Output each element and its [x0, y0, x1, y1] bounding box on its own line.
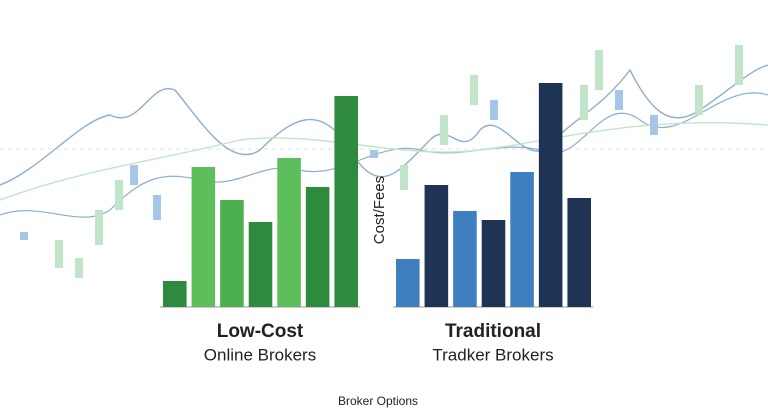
- bar: [191, 167, 216, 307]
- group-label: Low-Cost: [217, 321, 304, 342]
- y-axis-label: Cost/Fees: [371, 176, 388, 244]
- bar: [248, 222, 273, 307]
- bar: [510, 172, 534, 307]
- background-decoration: [0, 45, 768, 278]
- bar: [481, 220, 506, 307]
- bar: [424, 185, 449, 307]
- bar: [334, 96, 358, 307]
- bar: [277, 158, 301, 307]
- bar: [305, 187, 330, 307]
- group-label: Traditional: [445, 321, 541, 342]
- bar: [220, 200, 244, 307]
- group-sublabel: Online Brokers: [204, 345, 316, 364]
- group-sublabel: Tradker Brokers: [432, 345, 553, 364]
- bar: [163, 281, 187, 307]
- bar: [538, 83, 563, 307]
- x-axis-label: Broker Options: [338, 394, 418, 408]
- bar: [396, 259, 420, 307]
- bar: [567, 198, 591, 307]
- bar: [453, 211, 477, 307]
